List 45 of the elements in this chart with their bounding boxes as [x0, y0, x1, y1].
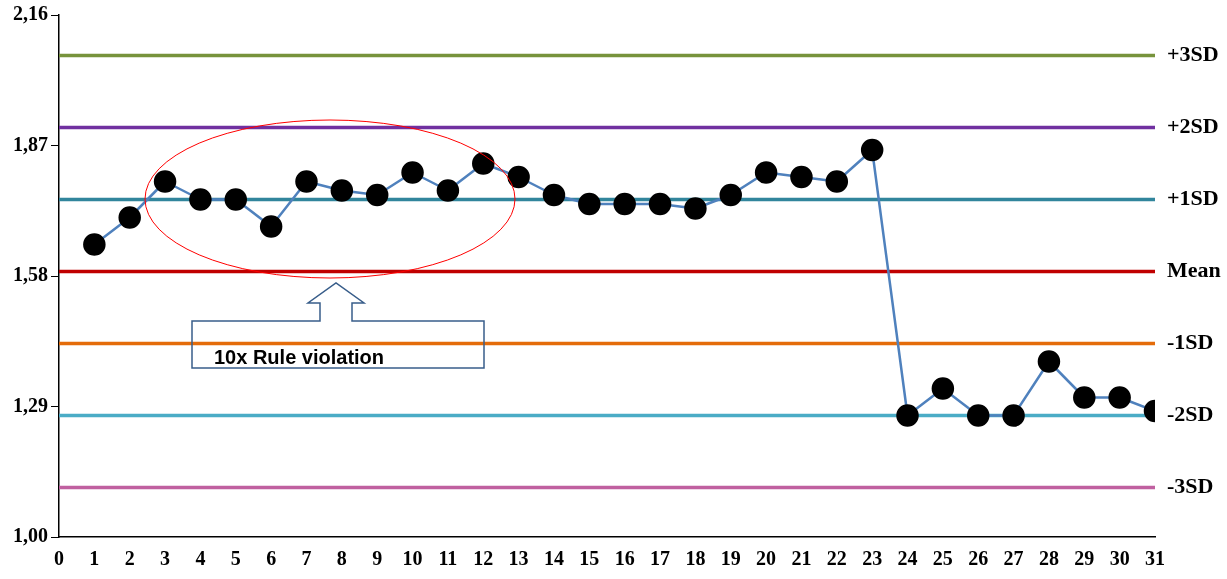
y-tick-label: 1,29	[13, 393, 48, 416]
x-tick-label: 20	[756, 547, 777, 570]
x-tick-label: 10	[402, 547, 423, 570]
x-tick-label: 25	[932, 547, 953, 570]
ref-line-label: +2SD	[1167, 113, 1219, 139]
x-tick-label: 31	[1145, 547, 1165, 570]
x-tick-label: 4	[195, 547, 206, 570]
x-tick-label: 17	[650, 547, 671, 570]
x-tick-label: 12	[473, 547, 494, 570]
x-tick-label: 19	[720, 547, 741, 570]
y-tick-label: 2,16	[13, 2, 48, 25]
y-tick-label: 1,58	[13, 263, 48, 286]
x-tick-label: 7	[301, 547, 312, 570]
ref-line-label: Mean	[1167, 257, 1221, 283]
x-tick-label: 0	[54, 547, 64, 570]
x-tick-label: 13	[508, 547, 529, 570]
x-tick-label: 14	[543, 547, 564, 570]
x-tick-label: 9	[372, 547, 383, 570]
x-tick-label: 23	[862, 547, 883, 570]
x-tick-label: 22	[826, 547, 847, 570]
x-tick-label: 16	[614, 547, 635, 570]
x-tick-label: 29	[1074, 547, 1095, 570]
x-tick-label: 18	[685, 547, 706, 570]
ref-line-label: -2SD	[1167, 401, 1214, 427]
x-tick-label: 2	[124, 547, 135, 570]
ref-line-label: +1SD	[1167, 185, 1219, 211]
x-tick-label: 26	[968, 547, 989, 570]
x-tick-label: 6	[266, 547, 277, 570]
ref-line-label: +3SD	[1167, 41, 1219, 67]
x-tick-label: 5	[230, 547, 241, 570]
y-tick-label: 1,87	[13, 132, 48, 155]
y-tick-label: 1,00	[13, 524, 48, 547]
x-tick-label: 8	[336, 547, 347, 570]
x-tick-label: 28	[1038, 547, 1059, 570]
annotation: 10x Rule violation	[213, 345, 386, 368]
x-tick-label: 30	[1109, 547, 1130, 570]
x-tick-label: 11	[438, 547, 458, 570]
x-tick-label: 3	[160, 547, 171, 570]
ref-line-label: -3SD	[1167, 473, 1214, 499]
x-tick-label: 1	[89, 547, 100, 570]
x-tick-label: 27	[1003, 547, 1024, 570]
x-tick-label: 15	[579, 547, 600, 570]
x-tick-label: 21	[791, 547, 812, 570]
ref-line-label: -1SD	[1167, 329, 1214, 355]
x-tick-label: 24	[897, 547, 918, 570]
